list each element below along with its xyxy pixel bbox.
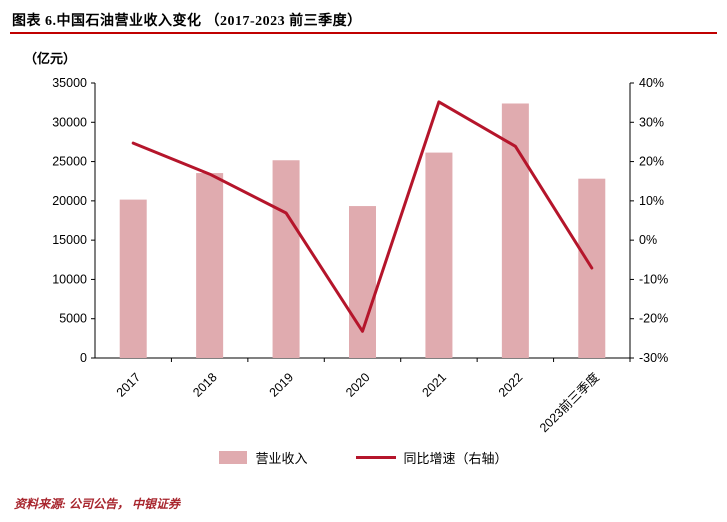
title-underline xyxy=(10,32,717,34)
legend-label-revenue: 营业收入 xyxy=(255,451,308,466)
left-axis-tick-label: 15000 xyxy=(52,233,87,247)
left-axis-tick-label: 20000 xyxy=(52,194,87,208)
right-axis-tick-label: 0% xyxy=(639,233,657,247)
right-axis-tick-label: 30% xyxy=(639,115,664,129)
revenue-bar xyxy=(349,206,376,358)
right-axis-tick-label: 20% xyxy=(639,155,664,169)
x-axis-category-label: 2017 xyxy=(114,370,144,400)
x-axis-category-label: 2018 xyxy=(190,370,220,400)
bar-series-swatch xyxy=(219,451,248,464)
right-axis-tick-label: 10% xyxy=(639,194,664,208)
left-axis-tick-label: 0 xyxy=(80,351,87,365)
growth-line xyxy=(131,100,594,333)
revenue-bar xyxy=(272,160,300,358)
left-axis-tick-label: 30000 xyxy=(52,115,87,129)
figure-title: 图表 6.中国石油营业收入变化 （2017-2023 前三季度） xyxy=(12,14,362,29)
chart-area: 0 5000 10000 15000 20000 25000 30000 35000 -30% -… xyxy=(0,58,727,435)
legend-item-growth: 同比增速（右轴） xyxy=(355,448,508,467)
left-axis-unit-label: （亿元） xyxy=(24,51,77,66)
revenue-bar xyxy=(119,199,147,358)
right-axis-tick-label: -30% xyxy=(639,351,668,365)
line-series-swatch xyxy=(355,456,396,459)
left-axis-tick-label: 35000 xyxy=(52,76,87,90)
source-note: 资料来源: 公司公告， 中银证券 xyxy=(14,497,180,511)
x-axis-category-label: 2022 xyxy=(496,370,526,400)
revenue-bar xyxy=(425,152,453,358)
left-axis-tick-label: 25000 xyxy=(52,155,87,169)
x-axis-category-label: 2020 xyxy=(343,370,373,400)
legend-label-growth: 同比增速（右轴） xyxy=(403,451,508,466)
right-axis-tick-label: -10% xyxy=(639,272,668,286)
x-axis-category-label: 2021 xyxy=(419,370,449,400)
right-axis-tick-label: -20% xyxy=(639,312,668,326)
revenue-bar xyxy=(196,173,224,358)
right-axis-tick-label: 40% xyxy=(639,76,664,90)
x-axis-category-label: 2019 xyxy=(267,370,297,400)
x-axis-category-label: 2023前三季度 xyxy=(536,369,602,433)
left-axis-tick-label: 10000 xyxy=(52,272,87,286)
legend-item-revenue: 营业收入 xyxy=(219,448,308,467)
left-axis-tick-label: 5000 xyxy=(59,312,87,326)
legend: 营业收入 同比增速（右轴） xyxy=(0,448,727,467)
chart-svg: 0 5000 10000 15000 20000 25000 30000 35000 -30% -… xyxy=(52,76,668,435)
